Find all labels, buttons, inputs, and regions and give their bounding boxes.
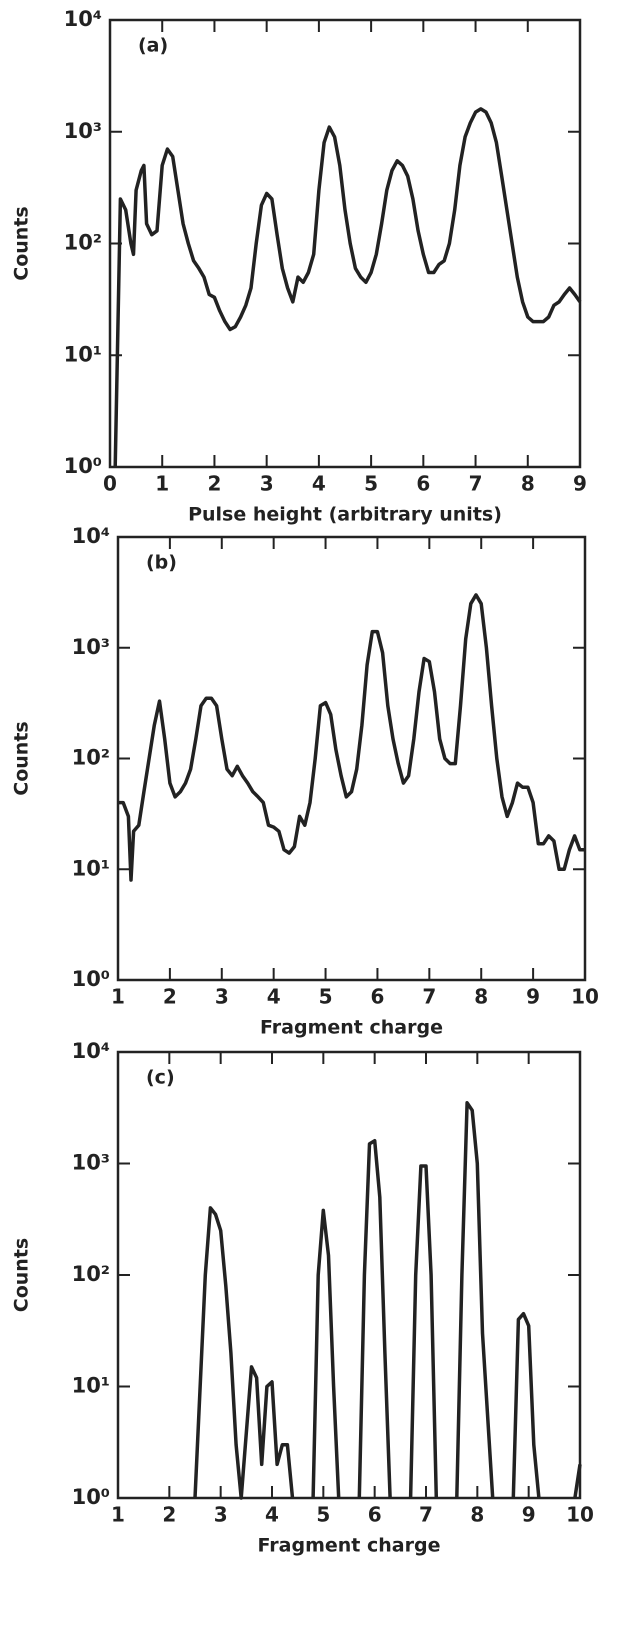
plot-frame: [108, 18, 582, 469]
y-tick-label: 10⁰: [72, 967, 110, 991]
x-tick-label: 8: [474, 985, 488, 1009]
x-tick-label: 10: [566, 1503, 594, 1527]
y-tick-label: 10²: [72, 746, 110, 770]
y-axis-label: Counts: [11, 1238, 33, 1312]
y-tick-label: 10⁰: [64, 454, 102, 478]
x-tick-label: 9: [522, 1503, 536, 1527]
y-tick-label: 10⁰: [72, 1485, 110, 1509]
x-axis-label: Pulse height (arbitrary units): [188, 504, 502, 526]
plot-frame: [116, 1050, 582, 1500]
x-tick-label: 5: [316, 1503, 330, 1527]
x-tick-label: 2: [163, 985, 177, 1009]
panel-label: (c): [146, 1067, 175, 1089]
x-tick-label: 4: [265, 1503, 279, 1527]
x-axis-label: Fragment charge: [258, 1535, 441, 1557]
x-tick-label: 7: [419, 1503, 433, 1527]
y-tick-label: 10⁴: [72, 1039, 110, 1063]
x-tick-label: 6: [368, 1503, 382, 1527]
x-tick-label: 2: [207, 472, 221, 496]
x-tick-label: 8: [470, 1503, 484, 1527]
y-tick-label: 10⁴: [64, 7, 102, 31]
data-line: [113, 107, 582, 468]
x-tick-label: 7: [422, 985, 436, 1009]
x-tick-label: 8: [521, 472, 535, 496]
y-tick-label: 10³: [64, 119, 102, 143]
x-tick-label: 2: [162, 1503, 176, 1527]
y-tick-label: 10¹: [72, 856, 110, 880]
x-tick-label: 7: [469, 472, 483, 496]
y-tick-label: 10¹: [72, 1374, 110, 1398]
x-tick-label: 9: [526, 985, 540, 1009]
x-tick-label: 3: [215, 985, 229, 1009]
y-tick-label: 10⁴: [72, 524, 110, 548]
x-tick-label: 4: [312, 472, 326, 496]
x-tick-label: 5: [319, 985, 333, 1009]
x-tick-label: 9: [573, 472, 587, 496]
x-tick-label: 0: [103, 472, 117, 496]
y-tick-label: 10³: [72, 635, 110, 659]
x-tick-label: 6: [416, 472, 430, 496]
panel-label: (a): [138, 35, 168, 57]
y-axis-label: Counts: [11, 721, 33, 795]
y-tick-label: 10²: [72, 1262, 110, 1286]
x-tick-label: 3: [260, 472, 274, 496]
x-tick-label: 1: [155, 472, 169, 496]
x-tick-label: 1: [111, 1503, 125, 1527]
data-line: [193, 1101, 582, 1500]
y-tick-label: 10³: [72, 1151, 110, 1175]
x-tick-label: 6: [370, 985, 384, 1009]
x-tick-label: 3: [214, 1503, 228, 1527]
x-tick-label: 10: [571, 985, 599, 1009]
y-tick-label: 10²: [64, 231, 102, 255]
x-tick-label: 4: [267, 985, 281, 1009]
y-axis-label: Counts: [11, 206, 33, 280]
y-tick-label: 10¹: [64, 342, 102, 366]
data-line: [118, 593, 585, 882]
panel-label: (b): [146, 552, 177, 574]
x-axis-label: Fragment charge: [260, 1017, 443, 1039]
plot-frame: [116, 535, 587, 982]
x-tick-label: 5: [364, 472, 378, 496]
x-tick-label: 1: [111, 985, 125, 1009]
